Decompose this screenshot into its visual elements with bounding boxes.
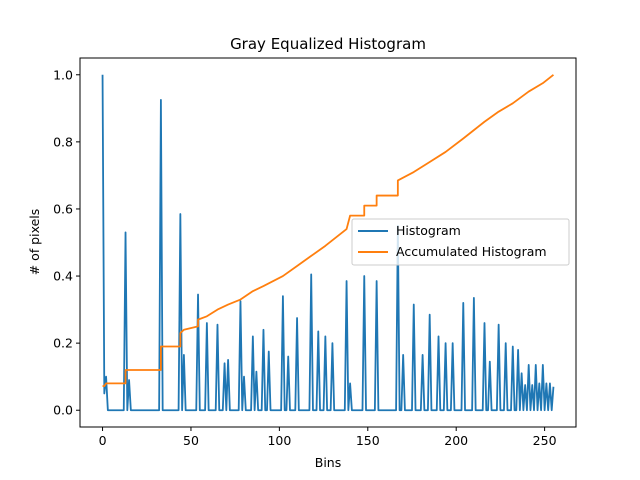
chart-title: Gray Equalized Histogram — [230, 35, 426, 53]
y-axis: 0.0 0.2 0.4 0.6 0.8 1.0 — [53, 67, 80, 418]
y-tick-label: 0.8 — [53, 134, 73, 149]
y-axis-label: # of pixels — [27, 209, 42, 276]
y-tick-label: 0.0 — [53, 403, 73, 418]
accumulated-histogram-line — [102, 74, 555, 387]
legend-box — [351, 218, 570, 266]
y-tick-label: 0.2 — [53, 336, 73, 351]
histogram-line — [101, 74, 555, 412]
y-tick-label: 0.6 — [53, 201, 73, 216]
axes-frame — [79, 57, 577, 428]
x-tick-label: 50 — [183, 433, 199, 448]
y-tick-label: 0.4 — [53, 269, 73, 284]
x-tick-label: 150 — [356, 433, 380, 448]
x-tick-label: 200 — [444, 433, 468, 448]
x-tick-label: 250 — [533, 433, 557, 448]
x-axis-label: Bins — [315, 455, 341, 470]
legend-label-histogram: Histogram — [396, 223, 461, 238]
x-tick-label: 100 — [267, 433, 291, 448]
x-axis: 0 50 100 150 200 250 — [99, 427, 557, 448]
x-tick-label: 0 — [99, 433, 107, 448]
plot-area — [101, 74, 555, 412]
y-tick-label: 1.0 — [53, 67, 73, 82]
legend-label-accumulated: Accumulated Histogram — [396, 244, 547, 259]
legend: Histogram Accumulated Histogram — [351, 218, 570, 266]
